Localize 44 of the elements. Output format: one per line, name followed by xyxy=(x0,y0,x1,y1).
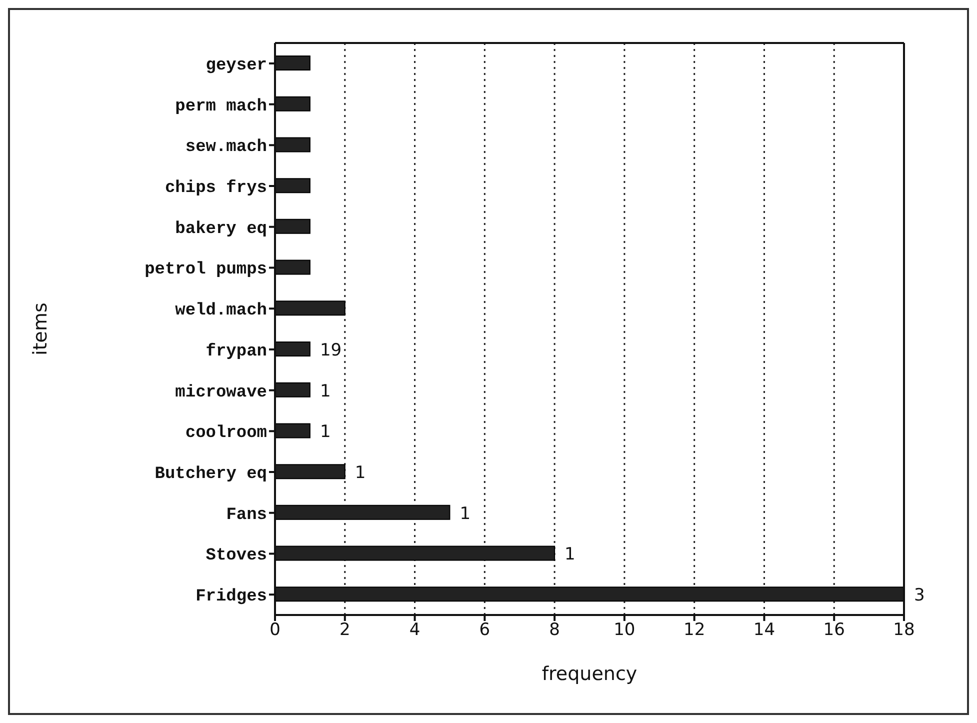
bar xyxy=(275,96,310,112)
bar xyxy=(275,178,310,194)
annotation: 3 xyxy=(914,586,925,606)
y-tick-label: Fridges xyxy=(196,588,267,607)
y-tick-label: geyser xyxy=(206,56,267,76)
x-tick-label: 2 xyxy=(339,620,350,640)
bar xyxy=(275,504,450,520)
x-tick-label: 6 xyxy=(479,620,490,640)
bar xyxy=(275,137,310,152)
y-tick-label: Fans xyxy=(226,506,267,525)
x-tick-label: 4 xyxy=(409,620,420,640)
annotation: 1 xyxy=(460,504,471,524)
x-tick-label: 16 xyxy=(823,620,845,640)
bar xyxy=(275,218,310,234)
x-tick-label: 10 xyxy=(614,620,636,640)
x-tick-label: 0 xyxy=(270,620,280,640)
y-tick-label: microwave xyxy=(175,383,267,402)
annotation: 1 xyxy=(320,422,331,442)
x-tick-label: 12 xyxy=(684,620,706,640)
y-tick-label: petrol pumps xyxy=(144,260,267,280)
annotation: 1 xyxy=(320,381,331,402)
bar xyxy=(275,300,346,316)
bar xyxy=(275,260,310,275)
y-tick-label: frypan xyxy=(206,342,267,362)
y-tick-label: weld.mach xyxy=(175,302,267,321)
x-tick-label: 8 xyxy=(549,620,560,640)
y-tick-label: chips frys xyxy=(164,179,267,198)
y-tick-label: Stoves xyxy=(206,546,267,566)
bar xyxy=(275,382,310,398)
bar xyxy=(275,56,310,70)
annotation: 1 xyxy=(354,463,366,484)
x-tick-label: 14 xyxy=(753,620,776,640)
bar xyxy=(275,423,310,438)
y-axis-title: items xyxy=(30,302,52,356)
annotation: 1 xyxy=(564,544,576,565)
y-tick-label: sew.mach xyxy=(185,138,267,158)
x-tick-label: 18 xyxy=(893,620,915,640)
x-axis-title: frequency xyxy=(542,663,638,685)
y-tick-label: perm mach xyxy=(175,97,267,116)
y-tick-label: bakery eq xyxy=(175,220,267,239)
annotation: 19 xyxy=(320,340,342,360)
y-tick-label: Butchery eq xyxy=(154,465,267,484)
y-tick-label: coolroom xyxy=(185,424,267,444)
bar xyxy=(275,342,310,356)
